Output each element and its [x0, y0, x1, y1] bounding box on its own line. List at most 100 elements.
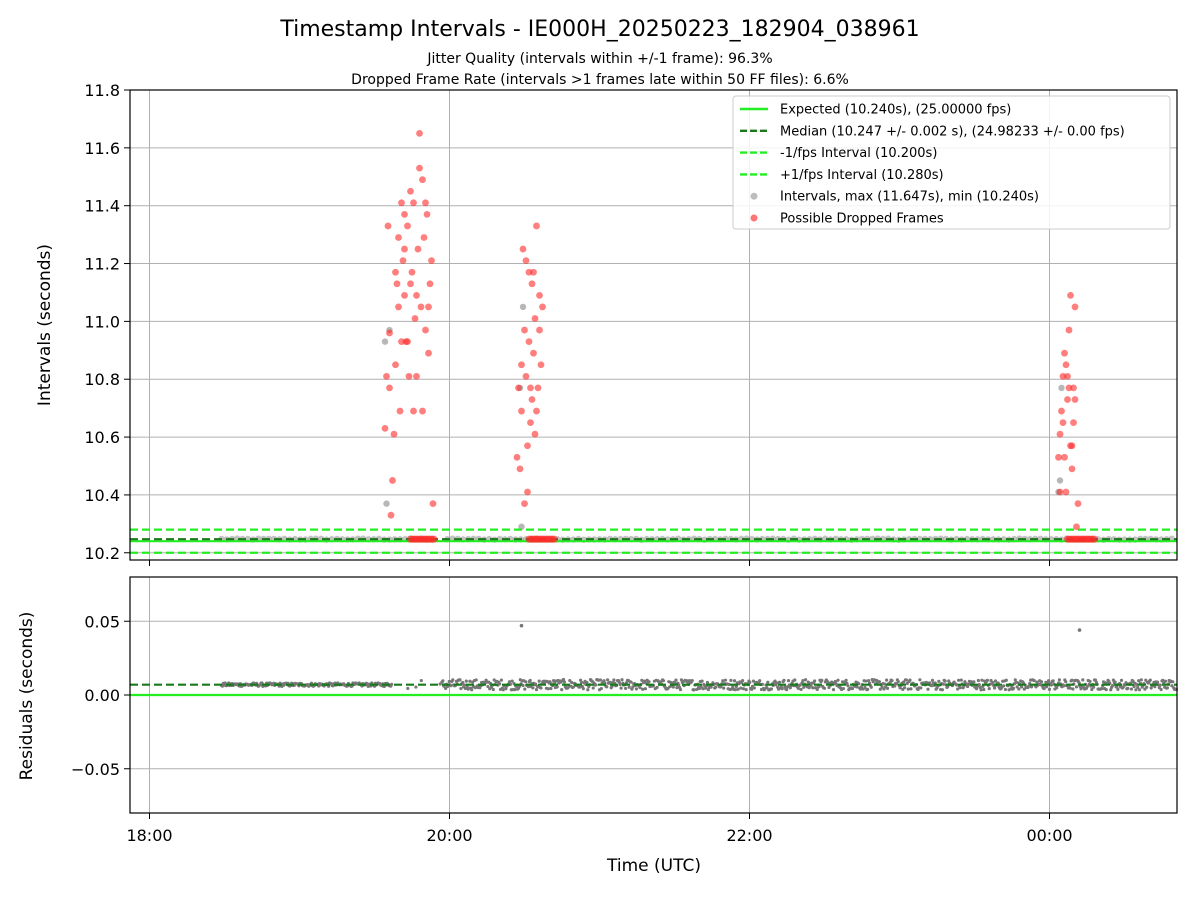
residual-point: [799, 687, 803, 691]
residual-point: [1020, 685, 1024, 689]
dropped-frame-point: [386, 329, 393, 337]
residual-point: [1074, 685, 1079, 689]
dropped-frame-point: [404, 338, 411, 346]
residual-point: [894, 682, 899, 686]
residual-point: [1057, 678, 1061, 682]
residual-point: [552, 679, 556, 683]
residual-point: [841, 686, 846, 691]
dropped-frame-point: [404, 222, 411, 230]
residual-point: [811, 686, 815, 690]
dropped-frame-point: [410, 199, 417, 207]
residual-point: [1051, 679, 1055, 683]
residual-point: [537, 679, 541, 683]
residual-point: [1170, 684, 1174, 688]
residual-point: [817, 685, 821, 689]
dropped-frame-point: [389, 477, 396, 484]
residual-point: [890, 679, 894, 683]
residual-point: [1085, 684, 1089, 689]
legend: Expected (10.240s), (25.00000 fps) Median…: [732, 95, 1171, 230]
residual-point: [548, 680, 552, 684]
residual-point: [451, 678, 455, 682]
residual-point: [498, 682, 502, 686]
residual-point: [864, 679, 868, 683]
dropped-frame-point: [528, 280, 536, 288]
residual-point: [937, 679, 941, 683]
interval-point: [381, 338, 389, 345]
x-tick-label: 18:00: [126, 826, 172, 845]
residual-point: [1047, 679, 1051, 683]
residual-point: [859, 685, 864, 689]
residual-point: [441, 679, 445, 683]
residual-point: [1171, 680, 1175, 684]
residual-point: [1027, 684, 1031, 688]
residual-point: [598, 678, 603, 682]
residual-point: [855, 685, 859, 689]
residual-point: [1090, 687, 1094, 692]
dropped-frame-point: [518, 407, 525, 415]
residual-point: [534, 687, 539, 692]
residual-point: [903, 686, 907, 690]
residual-point: [1159, 687, 1163, 692]
residual-point: [461, 680, 465, 685]
residual-point: [1148, 678, 1152, 682]
residual-point: [782, 678, 786, 682]
y-tick-label: 11.4: [84, 197, 120, 216]
dropped-frame-point: [537, 361, 545, 369]
residual-point: [723, 678, 728, 682]
residual-point: [519, 623, 524, 628]
residual-point: [627, 685, 631, 689]
legend-label: Median (10.247 +/- 0.002 s), (24.98233 +…: [780, 124, 1125, 139]
residual-point: [1011, 686, 1016, 690]
y-tick-label: 10.8: [84, 370, 120, 389]
residual-point: [1153, 685, 1157, 689]
residual-point: [827, 685, 831, 690]
residual-point: [528, 678, 532, 683]
residual-point: [594, 683, 598, 687]
dropped-frame-point: [1056, 488, 1064, 496]
residual-point: [987, 687, 991, 691]
dropped-frame-point: [390, 430, 398, 438]
residual-point: [1121, 685, 1125, 689]
residual-point: [801, 678, 805, 683]
residual-point: [766, 680, 770, 684]
dropped-frame-point: [414, 245, 422, 253]
residual-point: [1161, 678, 1165, 682]
residual-point: [727, 682, 731, 687]
residual-point: [531, 686, 535, 690]
interval-point: [1056, 477, 1064, 484]
dropped-frame-point: [417, 303, 425, 311]
dropped-frame-point: [1064, 396, 1071, 403]
dropped-frame-point: [516, 465, 524, 473]
residual-point: [930, 684, 934, 688]
dropped-frame-point: [428, 257, 435, 265]
residual-point: [722, 686, 726, 690]
residual-point: [793, 678, 797, 682]
residual-point: [846, 684, 850, 688]
bottom-xlabel: Time (UTC): [606, 856, 701, 876]
dropped-frame-point: [1090, 535, 1099, 543]
dropped-frame-point: [423, 210, 431, 218]
residual-point: [641, 687, 645, 691]
residual-point: [624, 686, 628, 691]
dropped-frame-point: [1070, 419, 1077, 427]
dropped-frame-point: [521, 500, 528, 507]
residual-point: [486, 684, 490, 689]
residual-point: [524, 680, 528, 684]
legend-label: Expected (10.240s), (25.00000 fps): [780, 103, 1011, 118]
residual-point: [741, 678, 745, 683]
residual-point: [599, 686, 603, 691]
residual-point: [786, 679, 791, 683]
y-tick-label: 11.2: [84, 255, 120, 274]
dropped-frame-point: [401, 210, 408, 218]
dropped-frame-point: [381, 425, 389, 432]
residual-point: [850, 687, 855, 691]
residual-point: [955, 683, 959, 687]
interval-point: [518, 523, 525, 530]
figure-title: Timestamp Intervals - IE000H_20250223_18…: [279, 17, 919, 42]
residual-point: [943, 679, 947, 683]
residual-point: [419, 678, 423, 683]
residual-point: [634, 687, 639, 691]
legend-label: +1/fps Interval (10.280s): [780, 168, 944, 183]
residual-point: [705, 680, 710, 685]
